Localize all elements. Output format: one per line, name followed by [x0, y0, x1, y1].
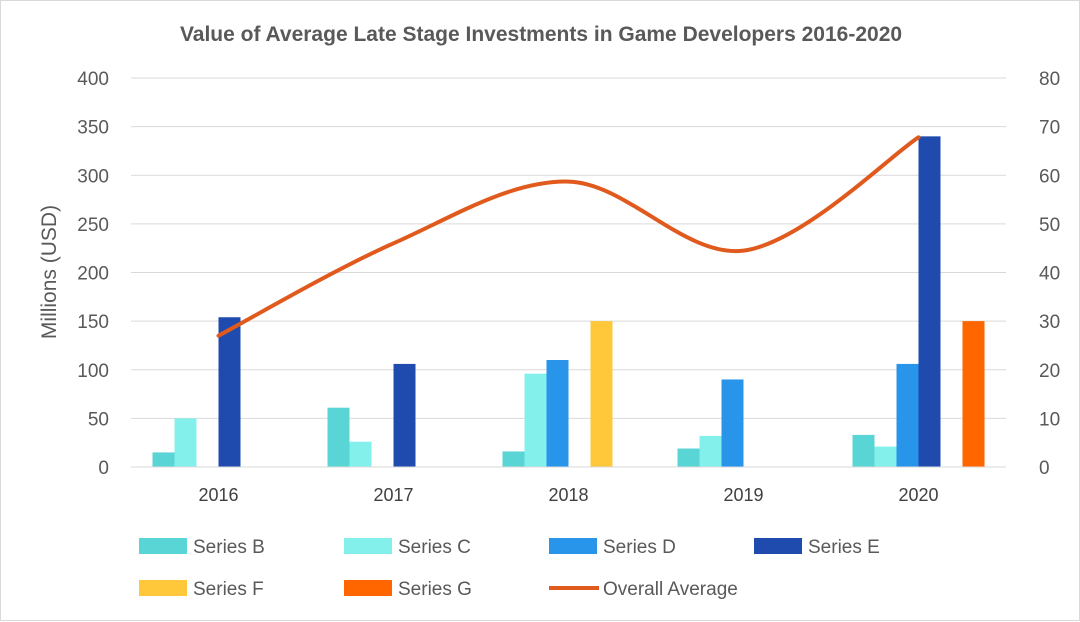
overall-average-line	[216, 135, 921, 338]
y2-tick-label: 20	[1039, 361, 1060, 382]
y-tick-label: 100	[77, 361, 109, 382]
bar	[874, 446, 897, 467]
x-tick-label: 2020	[898, 485, 938, 505]
y2-tick-label: 40	[1039, 264, 1060, 285]
axes: 0 50 100 150 200 250 300 350 400 0 10 20 30 40 50 60 70 8…	[77, 69, 1060, 505]
bar	[962, 321, 985, 467]
bar	[524, 373, 547, 467]
bar	[327, 407, 350, 467]
legend-label: Overall Average	[603, 579, 738, 600]
bar	[721, 379, 744, 467]
y2-tick-label: 30	[1039, 312, 1060, 333]
y-tick-label: 0	[98, 458, 109, 479]
x-tick-label: 2017	[373, 485, 413, 505]
bar	[590, 321, 613, 467]
y-tick-label: 300	[77, 166, 109, 187]
x-tick-label: 2019	[723, 485, 763, 505]
y2-tick-label: 70	[1039, 118, 1060, 139]
y-tick-label: 350	[77, 118, 109, 139]
y2-tick-label: 50	[1039, 215, 1060, 236]
bar	[174, 418, 197, 467]
legend-label: Series E	[808, 537, 880, 558]
y-tick-label: 50	[88, 409, 109, 430]
bar	[699, 435, 722, 467]
bar	[896, 363, 919, 467]
chart-title: Value of Average Late Stage Investments …	[180, 23, 902, 46]
bar	[918, 136, 941, 467]
legend-label: Series B	[193, 537, 265, 558]
legend-label: Series D	[603, 537, 676, 558]
bar	[218, 317, 241, 467]
legend-label: Series C	[398, 537, 471, 558]
legend-swatch	[344, 580, 392, 596]
legend-swatch	[754, 538, 802, 554]
bar	[152, 452, 175, 467]
bar	[349, 441, 372, 467]
legend-swatch	[344, 538, 392, 554]
bar-series	[152, 136, 985, 467]
legend-swatch	[549, 538, 597, 554]
legend: Series B Series C Series D Series E Series F…	[139, 537, 880, 600]
legend-label: Series G	[398, 579, 472, 600]
bar	[677, 448, 700, 467]
y-tick-label: 150	[77, 312, 109, 333]
bar	[546, 360, 569, 467]
legend-label: Series F	[193, 579, 264, 600]
gridlines	[131, 77, 1006, 419]
x-tick-label: 2016	[198, 485, 238, 505]
line-series	[216, 135, 921, 338]
bar	[393, 363, 416, 467]
y-axis-title: Millions (USD)	[38, 205, 61, 339]
y2-tick-label: 0	[1039, 458, 1050, 479]
y2-tick-label: 10	[1039, 409, 1060, 430]
legend-swatch	[139, 580, 187, 596]
y-tick-label: 250	[77, 215, 109, 236]
bar	[852, 434, 875, 467]
y-tick-label: 200	[77, 264, 109, 285]
bar	[502, 451, 525, 467]
y2-tick-label: 80	[1039, 69, 1060, 90]
y-tick-label: 400	[77, 69, 109, 90]
legend-swatch	[139, 538, 187, 554]
x-tick-label: 2018	[548, 485, 588, 505]
y2-tick-label: 60	[1039, 166, 1060, 187]
